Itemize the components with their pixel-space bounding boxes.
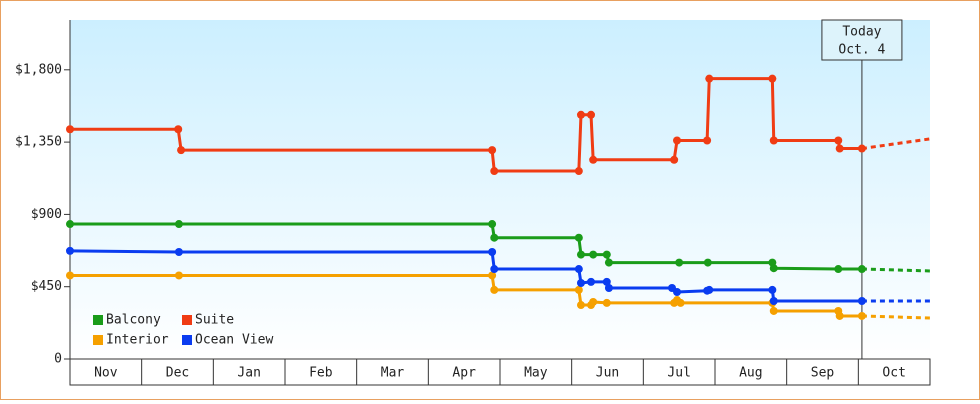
price-point — [602, 277, 611, 286]
price-point — [174, 125, 183, 134]
y-tick-label: $1,350 — [15, 135, 62, 150]
price-point — [602, 250, 611, 259]
price-point — [769, 264, 778, 273]
legend-swatch — [93, 335, 103, 345]
price-point — [574, 265, 583, 274]
price-point — [488, 271, 497, 280]
x-tick-label: Sep — [811, 366, 835, 381]
price-point — [602, 298, 611, 307]
price-point — [768, 74, 777, 83]
price-point — [587, 110, 596, 119]
x-tick-label: May — [524, 366, 548, 381]
price-point — [490, 285, 499, 294]
legend-label: Suite — [195, 313, 234, 328]
today-date: Oct. 4 — [838, 43, 885, 58]
today-label: Today — [842, 25, 881, 40]
price-point — [857, 144, 866, 153]
price-point — [66, 246, 74, 255]
y-tick-label: $900 — [31, 207, 62, 222]
price-point — [174, 220, 183, 229]
x-tick-label: Jan — [237, 366, 260, 381]
x-tick-label: Jul — [667, 366, 690, 381]
price-point — [589, 250, 598, 259]
legend-label: Interior — [106, 333, 169, 348]
y-tick-label: 0 — [54, 352, 62, 367]
price-point — [174, 271, 183, 280]
projection-line — [861, 137, 931, 151]
x-tick-label: Oct — [882, 366, 905, 381]
price-point — [574, 233, 583, 242]
x-tick-label: Aug — [739, 366, 762, 381]
price-point — [604, 258, 613, 267]
price-point — [574, 285, 583, 294]
price-point — [857, 265, 866, 274]
price-point — [769, 297, 778, 306]
price-point — [576, 110, 585, 119]
price-point — [835, 311, 844, 320]
price-point — [835, 144, 844, 153]
price-point — [574, 167, 583, 176]
price-point — [703, 136, 712, 145]
price-point — [676, 298, 685, 307]
x-tick-label: Jun — [596, 366, 619, 381]
price-point — [66, 220, 74, 229]
price-point — [177, 146, 186, 155]
price-point — [589, 155, 598, 164]
y-tick-label: $1,800 — [15, 62, 62, 77]
price-point — [769, 306, 778, 315]
price-point — [857, 297, 866, 306]
price-point — [576, 301, 585, 310]
x-tick-label: Feb — [309, 366, 333, 381]
price-point — [673, 288, 682, 297]
x-tick-label: Apr — [452, 366, 476, 381]
today-box — [821, 19, 903, 61]
price-point — [768, 285, 777, 294]
price-point — [834, 136, 843, 145]
price-point — [490, 167, 499, 176]
price-point — [705, 74, 714, 83]
price-point — [670, 155, 679, 164]
price-point — [490, 233, 499, 242]
price-point — [66, 125, 74, 134]
legend-label: Ocean View — [195, 333, 273, 348]
legend-label: Balcony — [106, 313, 161, 328]
price-point — [834, 265, 843, 274]
y-tick-label: $450 — [31, 279, 62, 294]
x-tick-label: Dec — [166, 366, 189, 381]
price-point — [604, 283, 613, 292]
price-point — [488, 220, 497, 229]
legend-swatch — [182, 335, 192, 345]
price-point — [589, 297, 598, 306]
price-point — [675, 258, 684, 267]
price-point — [490, 265, 499, 274]
price-point — [576, 279, 585, 288]
legend-swatch — [93, 315, 103, 325]
price-point — [857, 311, 866, 320]
price-point — [174, 247, 183, 256]
price-point — [705, 285, 714, 294]
projection-line — [861, 267, 931, 273]
price-point — [587, 277, 596, 286]
x-tick-label: Mar — [381, 366, 405, 381]
price-point — [673, 136, 682, 145]
price-point — [488, 247, 497, 256]
price-point — [769, 136, 778, 145]
price-point — [703, 258, 712, 267]
price-point — [576, 250, 585, 259]
legend-swatch — [182, 315, 192, 325]
plot-area — [70, 20, 930, 359]
price-point — [488, 146, 497, 155]
x-tick-label: Nov — [94, 366, 118, 381]
price-line — [70, 77, 862, 173]
projection-line — [861, 314, 931, 320]
price-point — [66, 271, 74, 280]
